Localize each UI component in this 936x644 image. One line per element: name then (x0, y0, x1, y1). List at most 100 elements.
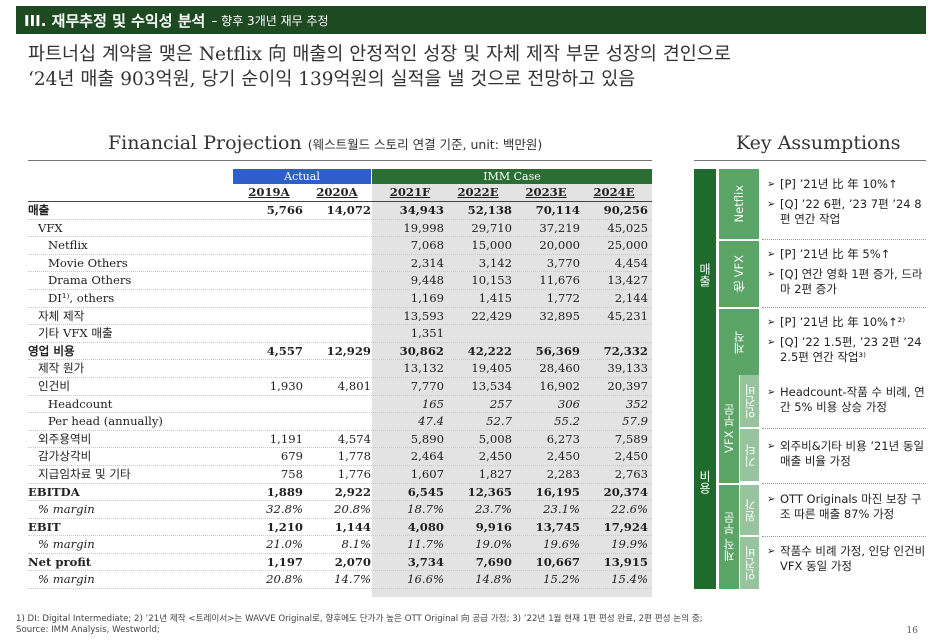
row-label: Movie Others (48, 255, 128, 270)
table-cell: 4,574 (337, 431, 371, 446)
table-cell: 55.2 (554, 414, 580, 429)
table-cell: 45,231 (607, 308, 648, 323)
key-assumptions-panel: 매출 Netflix 他 VFX 제작 비용 VFX 부문 인건비 기타 제작 … (694, 169, 926, 589)
table-cell: 6,273 (546, 431, 580, 446)
year-header: 2020A (316, 185, 358, 199)
footnote-line: 1) DI: Digital Intermediate; 2) ’21년 제작 … (16, 614, 703, 624)
netflix-assumptions: [P] ’21년 比 年 10%↑ [Q] ’22 6편, ’23 7편 ’24… (767, 177, 926, 232)
table-cell: 3,770 (546, 255, 580, 270)
table-row: Net profit 1,197 2,070 3,734 7,690 10,667 13,9… (28, 554, 652, 572)
section-subtitle: – 향후 3개년 재무 추정 (211, 13, 329, 28)
row-label: Headcount (48, 396, 113, 411)
table-cell: 1,772 (546, 290, 580, 305)
headline-line-2: ‘24년 매출 903억원, 당기 순이익 139억원의 실적을 낼 것으로 전… (28, 69, 636, 90)
table-cell: 19.9% (611, 537, 648, 552)
table-cell: 30,862 (399, 343, 444, 358)
table-cell: 11,676 (539, 273, 580, 288)
table-cell: 1,776 (337, 466, 371, 481)
other-vfx-label: 他 VFX (719, 241, 759, 307)
imm-case-header: IMM Case (372, 169, 652, 184)
table-row: 인건비 1,930 4,801 7,770 13,534 16,902 20,397 (28, 378, 652, 396)
source-line: Source: IMM Analysis, Westworld; (16, 625, 160, 635)
table-cell: 7,690 (475, 554, 512, 569)
vfx-labor-assumptions: Headcount-작품 수 비례, 연간 5% 비용 상승 가정 (767, 385, 926, 420)
production-label: 제작 (719, 309, 759, 375)
row-label: 자체 제작 (38, 308, 85, 323)
footnotes: 1) DI: Digital Intermediate; 2) ’21년 제작 … (16, 614, 703, 636)
table-cell: 2,464 (410, 449, 444, 464)
table-cell: 56,369 (535, 343, 580, 358)
table-cell: 47.4 (418, 414, 444, 429)
vfx-division-label: VFX 부문 (719, 375, 739, 483)
row-label: EBITDA (28, 484, 80, 499)
table-cell: 16,195 (535, 484, 580, 499)
table-cell: 9,448 (410, 273, 444, 288)
table-cell: 28,460 (539, 361, 580, 376)
table-cell: 90,256 (603, 203, 648, 217)
table-cell: 2,922 (334, 484, 371, 499)
financial-table: Actual IMM Case 2019A 2020A 2021F 2022E … (28, 169, 652, 597)
revenue-group-label: 매출 (694, 169, 716, 381)
row-label: 기타 VFX 매출 (38, 326, 113, 341)
row-label: 영업 비용 (28, 343, 75, 358)
production-cost-assumptions: OTT Originals 마진 보장 구조 따른 매출 87% 가정 (767, 492, 926, 527)
key-assumptions-title: Key Assumptions (736, 132, 901, 154)
table-cell: 1,169 (410, 290, 444, 305)
other-vfx-assumptions: [P] ’21년 比 年 5%↑ [Q] 연간 영화 1편 증가, 드라마 2편… (767, 247, 926, 302)
table-row: Movie Others 2,314 3,142 3,770 4,454 (28, 255, 652, 273)
table-cell: 15.4% (611, 572, 648, 587)
row-label: Per head (annually) (48, 414, 163, 429)
table-cell: 2,314 (410, 255, 444, 270)
table-cell: 29,710 (471, 220, 512, 235)
table-cell: 2,450 (478, 449, 512, 464)
cost-group-label: 비용 (694, 375, 716, 589)
table-cell: 13,745 (535, 519, 580, 534)
table-cell: 13,915 (603, 554, 648, 569)
table-row: Per head (annually) 47.4 52.7 55.2 57.9 (28, 413, 652, 431)
table-row: 감가상각비 679 1,778 2,464 2,450 2,450 2,450 (28, 448, 652, 466)
production-division-label: 제작 부문 (719, 485, 739, 589)
table-row: 제작 원가 13,132 19,405 28,460 39,133 (28, 360, 652, 378)
table-cell: 37,219 (539, 220, 580, 235)
table-cell: 16,902 (539, 378, 580, 393)
assumption-separator (762, 307, 926, 308)
table-row: Netflix 7,068 15,000 20,000 25,000 (28, 237, 652, 255)
table-cell: 45,025 (607, 220, 648, 235)
table-cell: 4,454 (614, 255, 648, 270)
table-cell: 23.7% (475, 502, 512, 517)
table-cell: 758 (280, 466, 303, 481)
year-header: 2024E (593, 185, 635, 199)
table-cell: 1,778 (337, 449, 371, 464)
table-cell: 12,365 (467, 484, 512, 499)
headline: 파트너십 계약을 맺은 Netflix 向 매출의 안정적인 성장 및 자체 제… (28, 42, 918, 92)
table-cell: 5,008 (478, 431, 512, 446)
table-cell: 6,545 (407, 484, 444, 499)
table-cell: 1,197 (266, 554, 303, 569)
assumption-bullet: [Q] ’22 6편, ’23 7편 ’24 8편 연간 작업 (767, 197, 926, 227)
section-title-bar: III. 재무추정 및 수익성 분석 – 향후 3개년 재무 추정 (16, 6, 926, 34)
table-cell: 14.7% (334, 572, 371, 587)
table-cell: 72,332 (603, 343, 648, 358)
table-cell: 12,929 (326, 343, 371, 358)
table-cell: 15.2% (543, 572, 580, 587)
table-cell: 34,943 (399, 203, 444, 217)
table-cell: 13,593 (403, 308, 444, 323)
table-cell: 11.7% (407, 537, 444, 552)
imm-case-shade (372, 169, 652, 597)
table-cell: 4,080 (407, 519, 444, 534)
row-label: 지급임차료 및 기타 (38, 466, 131, 481)
production-labor-assumptions: 작품수 비례 가정, 인당 인건비 VFX 동일 가정 (767, 544, 926, 579)
production-assumptions: [P] ’21년 比 年 10%↑²⁾ [Q] ’22 1.5편, ’23 2편… (767, 315, 926, 370)
table-cell: 3,734 (407, 554, 444, 569)
assumption-separator (762, 536, 926, 537)
table-group-header: Actual IMM Case (28, 169, 652, 184)
table-cell: 32,895 (539, 308, 580, 323)
table-cell: 9,916 (475, 519, 512, 534)
table-row: % margin 21.0% 8.1% 11.7% 19.0% 19.6% 19.9% (28, 536, 652, 554)
table-cell: 8.1% (341, 537, 371, 552)
row-label: 외주용역비 (38, 431, 92, 446)
table-cell: 70,114 (535, 203, 580, 217)
financial-title-sub: (웨스트월드 스토리 연결 기준, unit: 백만원) (307, 137, 543, 152)
table-cell: 679 (280, 449, 303, 464)
actual-header: Actual (233, 169, 371, 184)
